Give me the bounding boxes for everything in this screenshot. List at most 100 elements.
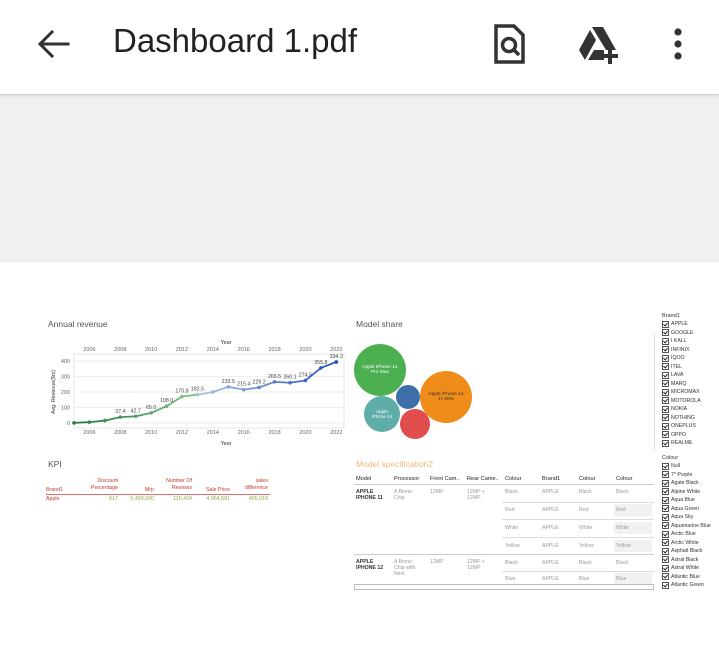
checkbox-checked-icon[interactable] — [662, 505, 669, 513]
brand-filter-item[interactable]: ITEL — [662, 363, 719, 372]
kpi-header: Discount Percentage — [90, 478, 118, 491]
checkbox-checked-icon[interactable] — [662, 547, 669, 555]
colour-filter-item[interactable]: Aquamarine Blue — [662, 522, 719, 531]
colour-filter-item[interactable]: Arctic Blue — [662, 530, 719, 539]
find-in-page-icon[interactable] — [487, 22, 531, 66]
colour-filter-item[interactable]: Aqua Blue — [662, 496, 719, 505]
checkbox-checked-icon[interactable] — [662, 354, 669, 362]
spec-scrollbar[interactable] — [354, 584, 654, 590]
checkbox-checked-icon[interactable] — [662, 405, 669, 413]
colour-filter-item[interactable]: Alpine White — [662, 488, 719, 497]
brand-filter-item[interactable]: MOTOROLA — [662, 397, 719, 406]
brand-filter-item[interactable]: MICROMAX — [662, 388, 719, 397]
checkbox-checked-icon[interactable] — [662, 414, 669, 422]
x-tick-label: 2016 — [238, 430, 250, 436]
data-label: 108.0 — [160, 398, 173, 404]
colour-filter-item[interactable]: Atlantic Blue — [662, 573, 719, 582]
checkbox-checked-icon[interactable] — [662, 564, 669, 572]
brand-filter-item[interactable]: LAVA — [662, 371, 719, 380]
spec-colour: Yellow — [579, 543, 594, 549]
colour-filter-item[interactable]: Aqua Sky — [662, 513, 719, 522]
data-label: 394.3 — [330, 354, 343, 360]
kpi-title: KPI — [48, 459, 62, 469]
data-point — [211, 390, 215, 394]
data-label: 229.2 — [253, 379, 266, 385]
x-tick-label: 2018 — [268, 430, 280, 436]
brand-filter-item[interactable]: ONEPLUS — [662, 422, 719, 431]
add-to-drive-icon[interactable] — [576, 22, 620, 66]
data-label: 233.5 — [222, 379, 235, 385]
colour-filter-item[interactable]: Atlantic Green — [662, 581, 719, 590]
colour-filter-item[interactable]: 7* Purple — [662, 471, 719, 480]
checkbox-checked-icon[interactable] — [662, 363, 669, 371]
checkbox-checked-icon[interactable] — [662, 320, 669, 328]
data-point — [164, 404, 169, 409]
brand-filter-item[interactable]: APPLE — [662, 320, 719, 329]
colour-filter-item[interactable]: Astral Black — [662, 556, 719, 565]
checkbox-checked-icon[interactable] — [662, 513, 669, 521]
checkbox-checked-icon[interactable] — [662, 380, 669, 388]
checkbox-checked-icon[interactable] — [662, 496, 669, 504]
checkbox-checked-icon[interactable] — [662, 337, 669, 345]
kpi-cell: 115,424 — [173, 496, 192, 502]
brand-filter-item-label: MOTOROLA — [671, 397, 701, 404]
brand-filter-item[interactable]: NOKIA — [662, 405, 719, 414]
spec-header: Brand1 — [542, 476, 561, 482]
x-axis-title-top: Year — [220, 340, 231, 346]
spec-divider — [354, 554, 654, 555]
brand-filter-item[interactable]: GOOGLE — [662, 329, 719, 338]
data-point — [133, 414, 138, 419]
checkbox-checked-icon[interactable] — [662, 581, 669, 589]
spec-colour: White — [505, 525, 519, 531]
spec-divider — [354, 484, 654, 485]
colour-filter-item-label: Null — [671, 463, 680, 470]
spec-colour: Red — [579, 507, 589, 513]
checkbox-checked-icon[interactable] — [662, 530, 669, 538]
brand-filter-item-label: NOTHING — [671, 414, 695, 421]
checkbox-checked-icon[interactable] — [662, 573, 669, 581]
checkbox-checked-icon[interactable] — [662, 488, 669, 496]
brand-filter-item[interactable]: OPPO — [662, 431, 719, 440]
spec-row-divider — [502, 571, 654, 572]
checkbox-checked-icon[interactable] — [662, 346, 669, 354]
brand-filter-item[interactable]: MARQ — [662, 380, 719, 389]
checkbox-checked-icon[interactable] — [662, 371, 669, 379]
colour-filter-item[interactable]: Astral White — [662, 564, 719, 573]
colour-filter-item-label: Alpine White — [671, 488, 701, 495]
colour-filter-item-label: Asphalt Black — [671, 548, 703, 555]
checkbox-checked-icon[interactable] — [662, 329, 669, 337]
brand-filter-item[interactable]: INFINIX — [662, 346, 719, 355]
checkbox-checked-icon[interactable] — [662, 431, 669, 439]
colour-filter-item[interactable]: Aqua Green — [662, 505, 719, 514]
brand-filter-item[interactable]: NOTHING — [662, 414, 719, 423]
colour-filter-item[interactable]: Arctic White — [662, 539, 719, 548]
more-vert-icon[interactable] — [656, 22, 700, 66]
brand-filter-item-label: ITEL — [671, 363, 682, 370]
brand-filter-item-label: GOOGLE — [671, 329, 694, 336]
x-tick-label-top: 2006 — [83, 347, 95, 353]
brand-filter-item[interactable]: REALME — [662, 439, 719, 448]
checkbox-checked-icon[interactable] — [662, 556, 669, 564]
series-line-segment — [89, 419, 105, 424]
checkbox-checked-icon[interactable] — [662, 462, 669, 470]
checkbox-checked-icon[interactable] — [662, 479, 669, 487]
checkbox-checked-icon[interactable] — [662, 422, 669, 430]
checkbox-checked-icon[interactable] — [662, 471, 669, 479]
brand-filter-item-label: APPLE — [671, 321, 688, 328]
bubble-label: Apple iPhone 14 — [371, 409, 393, 419]
colour-filter-item[interactable]: Asphalt Black — [662, 547, 719, 556]
checkbox-checked-icon[interactable] — [662, 522, 669, 530]
checkbox-checked-icon[interactable] — [662, 439, 669, 447]
colour-filter-item[interactable]: Agate Black — [662, 479, 719, 488]
colour-filter-item[interactable]: Null — [662, 462, 719, 471]
spec-colour: Black — [505, 560, 518, 566]
data-point — [195, 392, 200, 397]
checkbox-checked-icon[interactable] — [662, 539, 669, 547]
checkbox-checked-icon[interactable] — [662, 388, 669, 396]
x-tick-label-top: 2022 — [330, 347, 342, 353]
arrow-back-icon[interactable] — [34, 24, 74, 64]
brand-filter-item[interactable]: IQOO — [662, 354, 719, 363]
checkbox-checked-icon[interactable] — [662, 397, 669, 405]
x-tick-label-top: 2008 — [114, 347, 126, 353]
brand-filter-item[interactable]: I KALL — [662, 337, 719, 346]
